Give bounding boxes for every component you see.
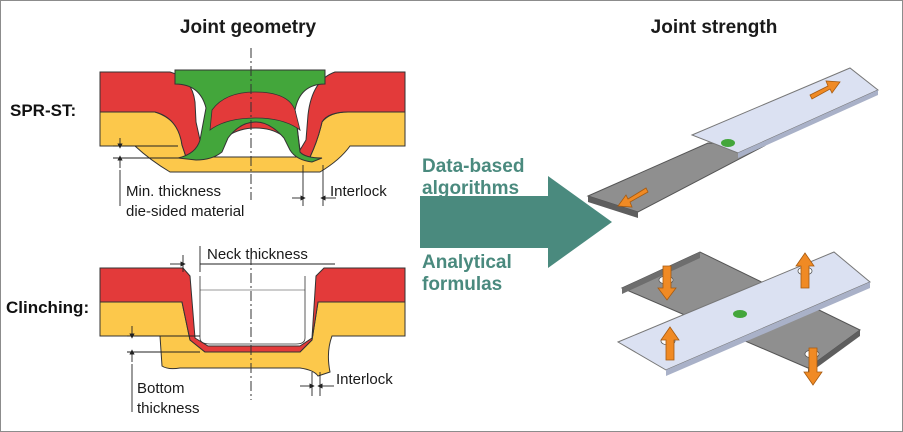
cross-specimen — [616, 251, 871, 386]
clinch-punch-cavity — [199, 276, 306, 345]
shear-plate-light-edge — [738, 90, 878, 158]
label-min-thickness-1: Min. thickness — [126, 183, 221, 200]
shear-plate-grey-edge — [588, 196, 638, 218]
heading-joint-geometry: Joint geometry — [180, 17, 317, 38]
cross-force-arrow-up-2 — [795, 252, 815, 289]
cross-plate-grey-edge — [808, 330, 860, 374]
spr-cross-section — [99, 48, 406, 200]
row-label-clinching: Clinching: — [6, 298, 89, 317]
label-interlock-spr: Interlock — [330, 183, 387, 200]
clinch-dimensions — [127, 246, 335, 412]
label-interlock-clinch: Interlock — [336, 371, 393, 388]
big-arrow — [420, 176, 612, 268]
clinch-bottom-sheet — [99, 301, 406, 377]
cross-plate-light-edge — [666, 282, 870, 376]
label-min-thickness-2: die-sided material — [126, 203, 244, 220]
shear-force-arrow-left — [617, 187, 649, 208]
cross-force-arrow-down-2 — [803, 347, 823, 386]
label-neck-thickness: Neck thickness — [207, 246, 308, 263]
clinch-top-sheet — [99, 267, 406, 353]
shear-force-arrow-right — [809, 80, 841, 100]
method-analytical: Analytical — [422, 252, 512, 273]
clinch-cross-section — [99, 255, 406, 400]
cross-joint-spot — [733, 310, 747, 318]
shear-specimen — [586, 67, 879, 218]
label-bottom-1: Bottom — [137, 380, 185, 397]
row-label-spr: SPR-ST: — [10, 101, 76, 120]
heading-joint-strength: Joint strength — [651, 17, 778, 38]
cross-plate-grey-edge-2 — [622, 252, 700, 294]
spr-rivet-core — [209, 91, 301, 131]
label-bottom-2: thickness — [137, 400, 200, 417]
method-formulas: formulas — [422, 274, 502, 295]
cross-force-arrow-down-1 — [657, 265, 677, 301]
shear-joint-spot — [721, 139, 735, 147]
shear-plate-light — [690, 67, 879, 154]
spr-dimensions — [113, 138, 336, 206]
method-data-based: Data-based — [422, 156, 524, 177]
method-algorithms: algorithms — [422, 178, 519, 199]
cross-force-arrow-up-1 — [660, 326, 680, 361]
